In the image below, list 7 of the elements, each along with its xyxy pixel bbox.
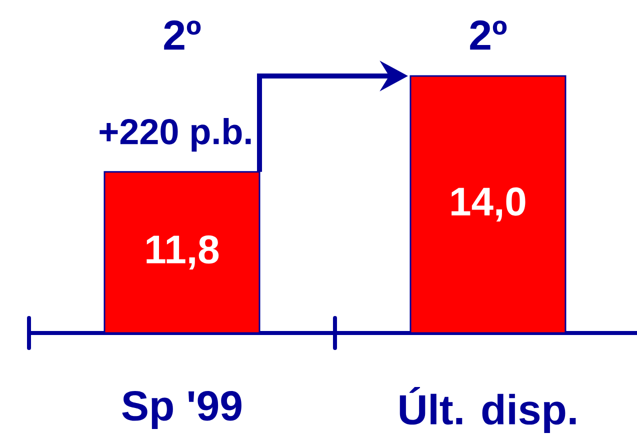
text: 2º [164,20,201,50]
data-label: 14,0 [452,187,526,222]
annotation: +220 p.b. [100,118,251,152]
x-tick-label: Sp '99 [122,390,242,430]
x-tick-label: Últ. disp. [400,387,576,433]
data-label: 11,8 [146,235,219,270]
text: 2º [470,20,507,50]
